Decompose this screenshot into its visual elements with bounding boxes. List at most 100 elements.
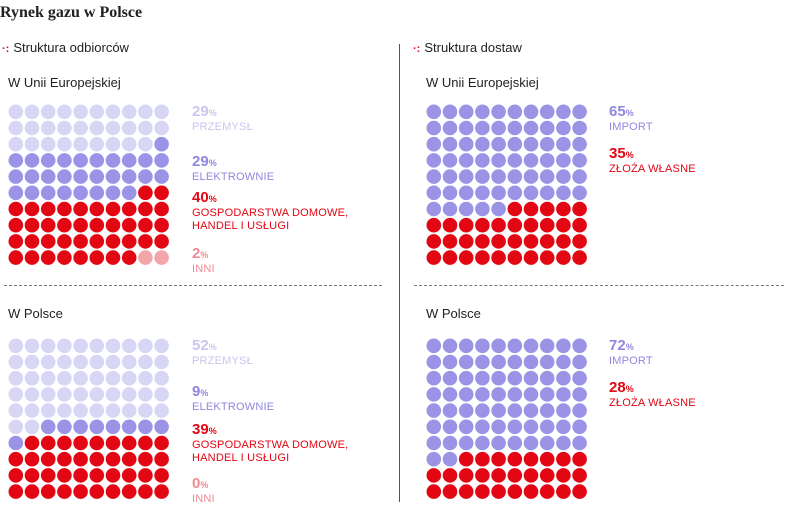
waffle-dot: [507, 370, 523, 386]
waffle-dot: [572, 403, 587, 418]
legend-label: INNI: [192, 263, 215, 275]
waffle-dot: [121, 419, 137, 435]
waffle-dot: [491, 185, 506, 201]
waffle-dot: [507, 484, 523, 499]
waffle-dot: [40, 484, 56, 499]
waffle-dot: [507, 169, 523, 184]
waffle-dot: [24, 387, 40, 402]
waffle-dot: [121, 169, 137, 184]
waffle-dot: [458, 234, 474, 249]
legend-item: 28% ZŁOŻA WŁASNE: [609, 380, 696, 410]
waffle-dot: [105, 435, 121, 451]
legend-value-number: 39: [192, 421, 209, 438]
waffle-dot: [73, 104, 88, 120]
waffle-dot: [121, 185, 137, 201]
waffle-dot: [572, 185, 587, 201]
waffle-dot: [539, 250, 555, 265]
waffle-dot: [24, 484, 40, 499]
waffle-dot: [154, 387, 169, 402]
waffle-dot: [442, 468, 458, 483]
legend-value-unit: %: [625, 342, 634, 352]
waffle-dot: [523, 104, 539, 120]
waffle-dot: [24, 217, 40, 233]
horizontal-divider-left: [4, 285, 382, 286]
legend-item: 2% INNI: [192, 246, 215, 276]
waffle-dot: [539, 451, 555, 467]
waffle-dot: [89, 217, 105, 233]
waffle-dot: [458, 120, 474, 136]
waffle-dot: [105, 338, 121, 354]
waffle-dot: [40, 201, 56, 217]
waffle-dot: [8, 387, 24, 402]
legend-item: 0% INNI: [192, 476, 215, 506]
waffle-dot: [105, 387, 121, 402]
waffle-dot: [507, 136, 523, 152]
waffle-dot: [572, 484, 587, 499]
legend-value: 29%: [192, 104, 253, 121]
waffle-dot: [539, 185, 555, 201]
waffle-dot: [73, 185, 88, 201]
legend-value-number: 29: [192, 103, 209, 120]
waffle-dot: [89, 120, 105, 136]
waffle-dot: [523, 169, 539, 184]
waffle-dot: [138, 169, 153, 184]
legend-value: 35%: [609, 146, 696, 163]
legend-value-number: 65: [609, 103, 626, 120]
waffle-dot: [556, 370, 571, 386]
waffle-dot: [523, 451, 539, 467]
waffle-dot: [57, 370, 72, 386]
waffle-dot: [154, 370, 169, 386]
waffle-dot: [572, 201, 587, 217]
legend-value-number: 2: [192, 245, 201, 262]
waffle-dot: [539, 484, 555, 499]
waffle-dot: [556, 250, 571, 265]
waffle-dot: [426, 451, 442, 467]
waffle-dot: [475, 104, 490, 120]
waffle-dot: [154, 136, 169, 152]
waffle-dot: [426, 185, 442, 201]
waffle-chart-dostawy-pl: [426, 338, 587, 499]
waffle-dot: [24, 153, 40, 168]
waffle-dot: [458, 387, 474, 402]
legend-odbiorcy-eu: 29% PRZEMYSŁ 29% ELEKTROWNIE 40% GOSPODARSTWA…: [192, 104, 382, 276]
waffle-dot: [8, 419, 24, 435]
waffle-dot: [475, 153, 490, 168]
waffle-dot: [73, 451, 88, 467]
legend-value-number: 72: [609, 337, 626, 354]
waffle-dot: [475, 217, 490, 233]
waffle-dot: [8, 250, 24, 265]
waffle-dot: [523, 234, 539, 249]
waffle-dot: [105, 468, 121, 483]
waffle-chart-dostawy-eu: [426, 104, 587, 265]
waffle-dot: [523, 338, 539, 354]
waffle-dot: [572, 419, 587, 435]
legend-value: 39%: [192, 422, 348, 439]
waffle-dot: [154, 185, 169, 201]
legend-label: ZŁOŻA WŁASNE: [609, 163, 696, 175]
waffle-dot: [458, 185, 474, 201]
waffle-dot: [523, 468, 539, 483]
waffle-dot: [442, 370, 458, 386]
waffle-dot: [491, 136, 506, 152]
waffle-dot: [475, 403, 490, 418]
waffle-dot: [57, 419, 72, 435]
waffle-dot: [442, 250, 458, 265]
waffle-dot: [89, 435, 105, 451]
waffle-dot: [475, 185, 490, 201]
waffle-dot: [539, 153, 555, 168]
waffle-dot: [138, 387, 153, 402]
legend-item: 29% PRZEMYSŁ: [192, 104, 253, 134]
waffle-dot: [8, 370, 24, 386]
waffle-dot: [539, 338, 555, 354]
legend-value-number: 0: [192, 475, 201, 492]
waffle-dot: [105, 451, 121, 467]
waffle-dot: [121, 120, 137, 136]
legend-value-number: 35: [609, 145, 626, 162]
waffle-dot: [57, 338, 72, 354]
waffle-dot: [8, 354, 24, 370]
waffle-dot: [24, 370, 40, 386]
waffle-dot: [556, 201, 571, 217]
legend-label: ELEKTROWNIE: [192, 171, 275, 183]
waffle-dot: [154, 250, 169, 265]
waffle-dot: [458, 451, 474, 467]
